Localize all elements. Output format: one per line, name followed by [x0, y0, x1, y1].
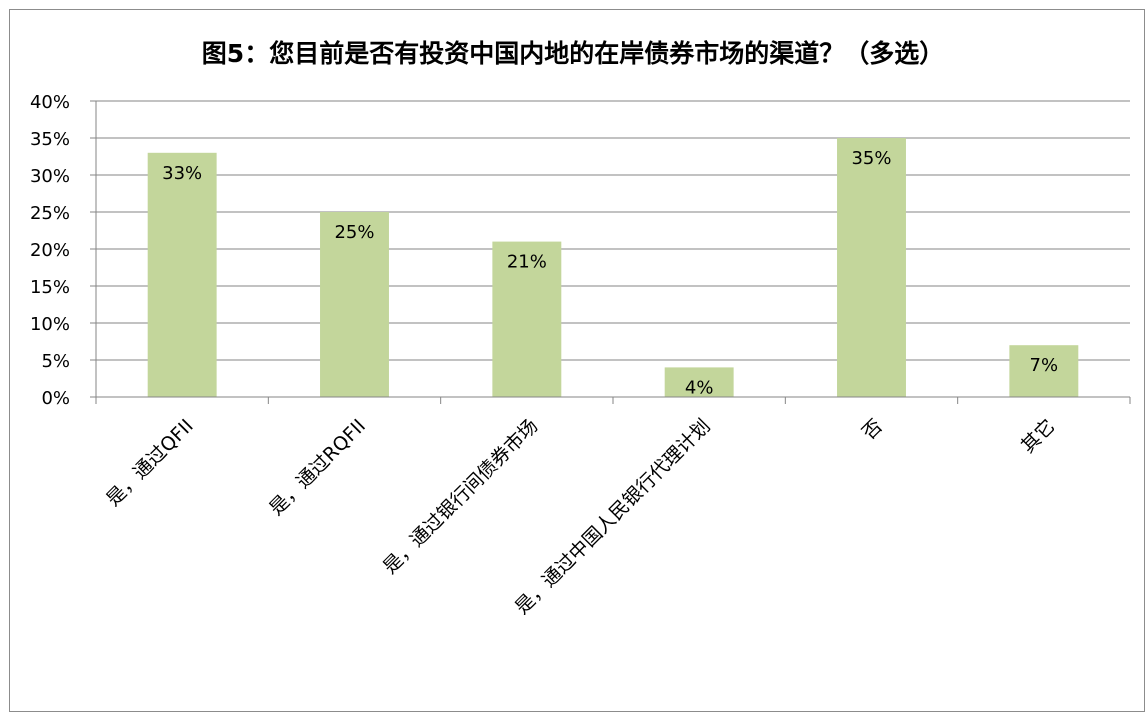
y-tick-label: 40% — [30, 92, 70, 113]
x-tick-label: 是，通过中国人民银行代理计划 — [511, 415, 715, 619]
data-label: 35% — [851, 148, 891, 169]
data-label: 21% — [507, 252, 547, 273]
bar — [664, 367, 734, 397]
bar — [147, 152, 217, 397]
y-tick-label: 0% — [41, 388, 70, 409]
x-tick-label: 否 — [858, 415, 887, 444]
bar — [1009, 345, 1079, 397]
y-tick-label: 20% — [30, 240, 70, 261]
x-tick-label: 是，通过RQFII — [265, 415, 370, 520]
bar — [320, 212, 389, 397]
data-label: 25% — [334, 222, 374, 243]
x-tick-label: 其它 — [1017, 415, 1059, 457]
y-tick-label: 10% — [30, 314, 70, 335]
chart-title: 图5：您目前是否有投资中国内地的在岸债券市场的渠道？（多选） — [201, 39, 945, 68]
x-tick-label: 是，通过QFII — [102, 415, 198, 511]
data-label: 33% — [162, 163, 202, 184]
y-tick-label: 35% — [30, 129, 70, 150]
y-tick-label: 25% — [30, 203, 70, 224]
bar — [492, 241, 562, 397]
data-label: 7% — [1030, 355, 1059, 376]
bar — [837, 138, 906, 397]
data-label: 4% — [685, 377, 714, 398]
y-tick-label: 5% — [41, 351, 70, 372]
y-tick-label: 15% — [30, 277, 70, 298]
x-tick-label: 是，通过银行间债券市场 — [379, 415, 542, 578]
y-tick-label: 30% — [30, 166, 70, 187]
